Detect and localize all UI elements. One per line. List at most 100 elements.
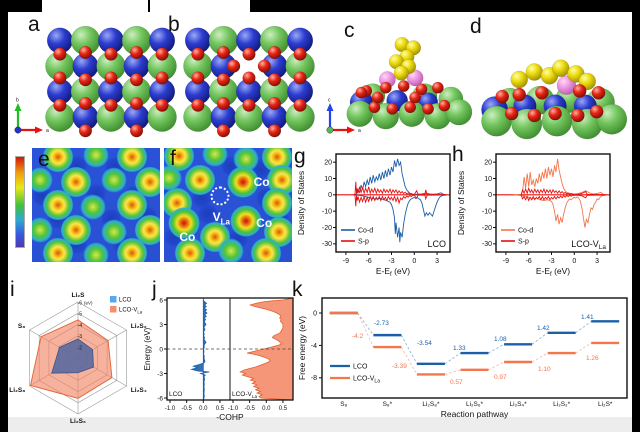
atom-s [552,59,570,77]
step-connector [444,369,461,375]
atom-o [379,81,392,94]
atom-o [422,102,434,115]
charge-density-spot [116,237,147,262]
charge-density-spot [80,194,106,220]
dataset-label: LCO [427,239,446,249]
charge-density-colorbar [15,156,25,248]
atom-o [104,71,118,85]
radar-category-label: S₈ [18,323,25,330]
slab-structure-lco-s8 [346,37,473,130]
x-category-label: S₈* [383,401,393,408]
x-tick-label: -1.0 [165,406,176,412]
axes-indicator-cd: ca [326,98,361,134]
charge-density-spot [261,187,292,218]
plot-box [495,153,611,253]
radar-tick-label: -6 [78,301,83,307]
step-connector [357,312,374,348]
atom-s [510,70,528,89]
atom-o [267,45,282,60]
y-axis-label: Energy (eV) [143,327,152,370]
x-category-label: Li₂S₈* [422,401,440,408]
atom-o [155,71,169,85]
atom-o [438,99,451,112]
atom-o [191,71,205,85]
dos-curve [353,194,447,243]
step-energy-label: 1.42 [537,325,550,332]
atom-o [191,47,205,61]
y-tick-label: -6 [157,395,163,402]
y-tick-label: 0 [159,346,163,353]
atom-o [129,96,144,111]
x-tick-label: 0.5 [216,406,225,412]
x-category-label: S₈ [340,401,347,408]
y-tick-label: -10 [322,209,332,216]
step-energy-label: 0.57 [450,379,463,386]
legend-label: Co-d [518,228,533,235]
y-tick-label: 0 [488,192,492,199]
radar-unit-label: (eV) [84,301,93,306]
step-connector [488,343,505,354]
legend-label: LCO [119,298,132,304]
x-tick-label: 0.0 [199,406,208,412]
atom-o [404,101,417,114]
y-tick-label: 10 [484,176,492,183]
y-tick-label: -30 [482,241,492,248]
step-connector [400,346,418,375]
x-tick-label: -9 [343,258,349,265]
legend-swatch [110,296,117,303]
dos-curve [520,186,607,196]
charge-density-spot [83,148,109,168]
atom-o [104,98,118,112]
radar-series [51,338,95,374]
step-connector [531,332,548,345]
dataset-label: LCO-VLa [232,391,257,399]
atom-o [242,47,256,61]
atom-o [78,73,93,87]
panel-label-a: a [28,13,40,36]
low-density-atom [197,204,218,225]
atom-o [78,45,93,60]
step-connector [531,352,548,363]
atom-o [415,83,428,96]
atom-o [129,124,144,138]
y-tick-label: -20 [322,225,332,232]
atom-o [191,98,205,112]
x-tick-label: 0 [412,258,416,265]
radar-category-label: Li₂S₂ [131,323,147,330]
atom-o [267,96,282,111]
atom-o [78,96,93,111]
axis-origin [326,126,334,134]
vacancy-label: VLa [212,209,230,226]
atom-o [589,104,604,119]
atom-o [535,85,549,100]
atom-o [242,71,256,85]
y-tick-label: -4 [311,343,317,350]
atom-o [293,47,307,61]
co-atom-label: Co [179,229,196,244]
y-tick-label: -3 [157,371,163,378]
y-tick-label: 0 [328,192,332,199]
charge-density-spot [83,242,109,262]
atom-la [445,98,473,126]
atom-o [293,71,307,85]
y-tick-label: 3 [159,322,163,329]
atom-o [548,106,562,121]
atom-o [129,45,144,60]
atom-o [267,124,282,138]
plot-box [321,297,628,399]
dataset-label: LCO-VLa [571,239,606,251]
dos-curve [353,194,447,207]
step-connector [575,320,592,334]
atom-o [216,45,231,60]
x-tick-label: 3 [435,258,439,265]
charge-density-map-lco [32,148,160,262]
radar-category-label: Li₂S₆ [70,418,86,425]
charge-density-spot [42,237,73,262]
x-axis-label: E-Ef (eV) [536,266,570,278]
x-category-label: Li₂S* [598,401,613,408]
charge-density-spot [233,148,259,172]
legend-label: S-p [358,239,369,246]
step-connector [575,342,592,354]
panel-label-i: i [10,278,15,301]
axis-label-up: b [16,98,19,104]
